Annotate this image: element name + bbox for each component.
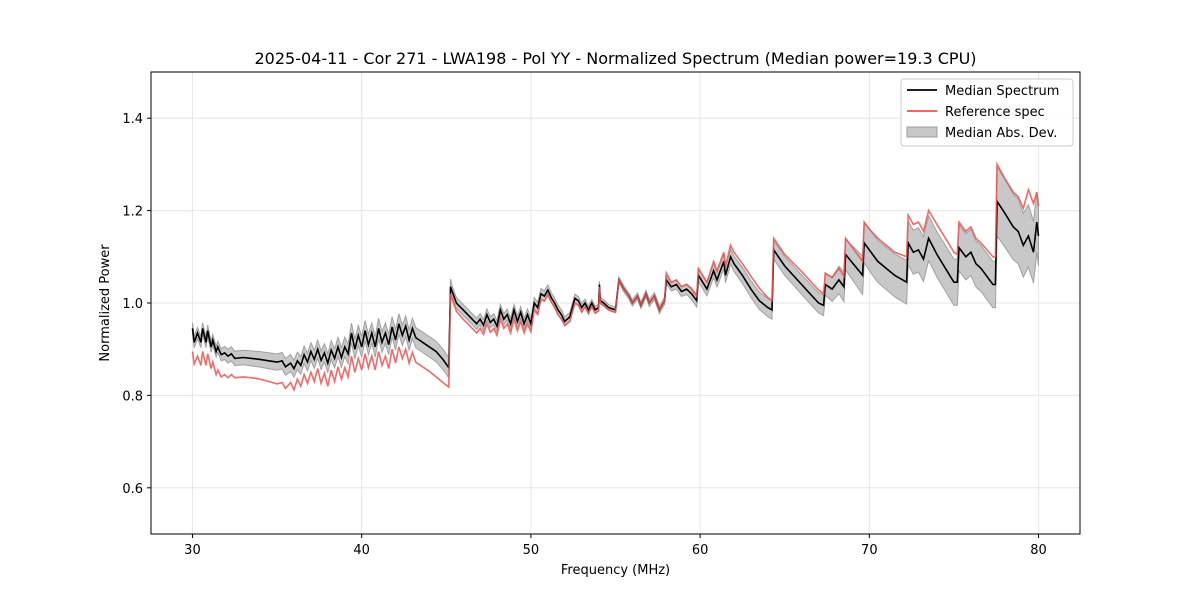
legend-box xyxy=(900,78,1074,147)
legend-label: Reference spec xyxy=(945,105,1045,120)
y-tick-label: 1.4 xyxy=(122,112,143,127)
plot-data xyxy=(191,161,1040,393)
median-spectrum-line xyxy=(191,198,1040,371)
y-tick-label: 1.0 xyxy=(122,297,143,312)
x-tick-label: 30 xyxy=(184,543,201,558)
legend-label: Median Abs. Dev. xyxy=(945,126,1057,141)
reference-spectrum-line xyxy=(191,161,1040,393)
x-tick-label: 80 xyxy=(1030,543,1047,558)
legend-swatch-mad xyxy=(906,126,938,138)
y-axis-label: Normalized Power xyxy=(98,244,113,362)
y-tick-label: 0.6 xyxy=(122,482,143,497)
chart-title: 2025-04-11 - Cor 271 - LWA198 - Pol YY -… xyxy=(254,49,976,68)
y-tick-label: 0.8 xyxy=(122,389,143,404)
x-tick-label: 70 xyxy=(861,543,878,558)
y-tick-label: 1.2 xyxy=(122,205,143,220)
legend-label: Median Spectrum xyxy=(945,84,1059,99)
legend: Median Spectrum Reference spec Median Abs.… xyxy=(900,78,1074,147)
x-tick-label: 60 xyxy=(692,543,709,558)
ticks: 30 40 50 60 70 80 0.6 0.8 1.0 1.2 1.4 xyxy=(122,112,1047,558)
x-tick-label: 50 xyxy=(523,543,540,558)
x-axis-label: Frequency (MHz) xyxy=(561,563,670,578)
x-tick-label: 40 xyxy=(353,543,370,558)
mad-band xyxy=(192,164,1039,380)
